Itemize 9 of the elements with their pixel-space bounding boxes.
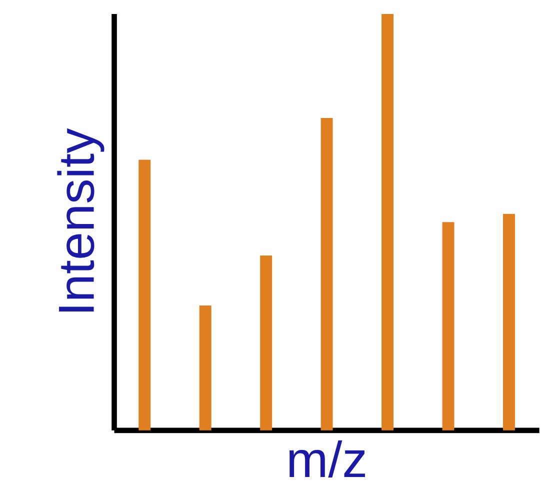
bar xyxy=(503,214,515,430)
bar xyxy=(199,305,212,430)
x-axis-title: m/z xyxy=(289,440,365,478)
bar xyxy=(320,118,333,430)
bar xyxy=(442,222,454,430)
bar xyxy=(260,255,272,430)
bar xyxy=(138,160,151,430)
y-axis-title: Intensity xyxy=(57,128,104,312)
bar xyxy=(382,14,394,430)
